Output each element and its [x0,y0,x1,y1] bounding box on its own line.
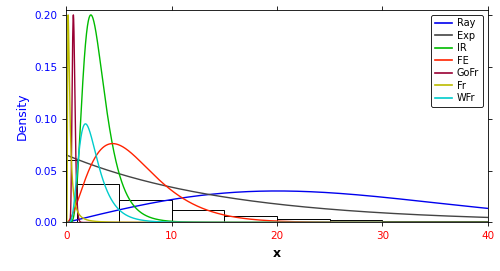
Bar [435,221,488,222]
Bar [77,184,119,222]
Bar [172,210,224,222]
Bar [119,200,172,222]
X-axis label: x: x [273,247,281,260]
Bar [224,216,277,222]
Legend: Ray, Exp, IR, FE, GoFr, Fr, WFr: Ray, Exp, IR, FE, GoFr, Fr, WFr [430,15,483,107]
Bar [66,160,77,222]
Bar [382,221,435,222]
Y-axis label: Density: Density [16,92,28,140]
Bar [277,219,330,222]
Bar [330,220,382,222]
